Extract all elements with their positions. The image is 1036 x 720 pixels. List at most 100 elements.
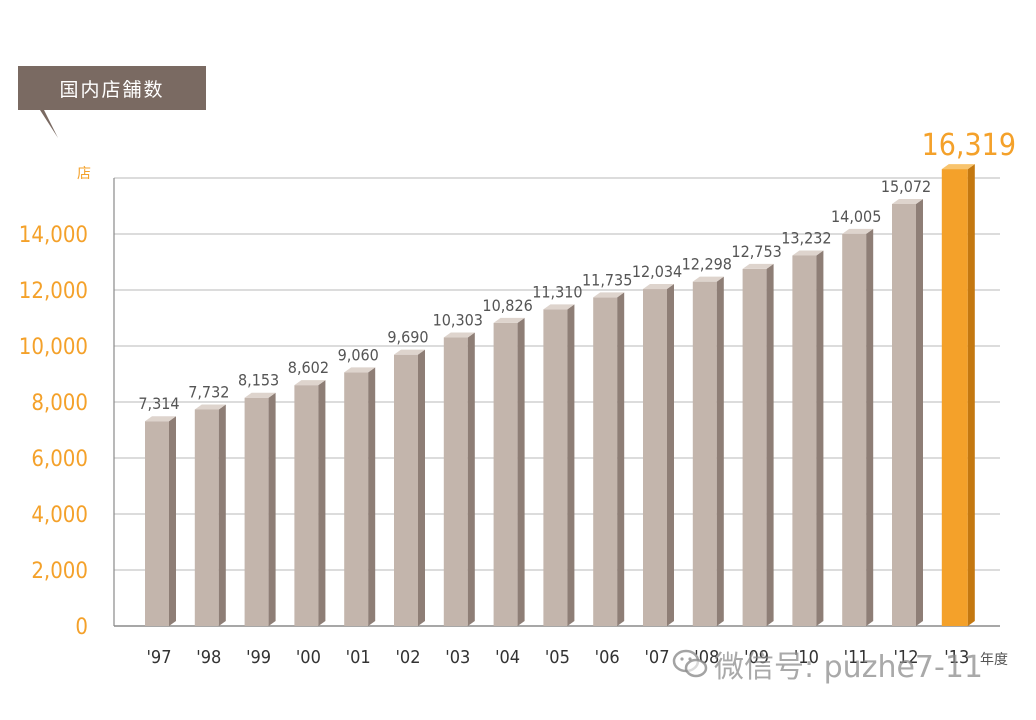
bar-top <box>294 380 326 386</box>
y-tick-label: 10,000 <box>19 335 88 360</box>
x-tick-label: '97 <box>146 647 171 668</box>
bar-front <box>742 268 767 626</box>
value-label: 12,034 <box>632 262 682 281</box>
value-label: 8,153 <box>238 371 279 390</box>
y-tick-label: 6,000 <box>31 447 88 472</box>
bar-front <box>443 337 468 626</box>
bar-top <box>892 198 923 204</box>
value-label: 9,690 <box>387 328 428 347</box>
bar-side <box>268 392 276 626</box>
bar-front <box>294 385 319 626</box>
watermark: 微信号: puzhe7-11 <box>672 642 983 686</box>
value-label: 10,303 <box>433 311 483 330</box>
bar <box>742 263 774 626</box>
watermark-text: 微信号: puzhe7-11 <box>714 650 984 685</box>
bar-front <box>892 203 916 626</box>
bar <box>145 416 176 626</box>
x-tick-label: '06 <box>595 647 620 668</box>
x-tick-labels: '97'98'99'00'01'02'03'04'05'06'07'08'09 '… <box>146 647 969 668</box>
bar <box>792 250 824 626</box>
bar-top <box>742 263 774 269</box>
bar-top <box>394 349 425 355</box>
bar <box>941 164 975 626</box>
bar <box>892 198 923 626</box>
x-tick-label: '12 <box>893 647 918 668</box>
bar-top <box>244 392 276 398</box>
bar <box>692 276 724 626</box>
bar-top <box>543 304 575 310</box>
y-tick-label: 14,000 <box>19 223 88 248</box>
bar <box>244 392 276 626</box>
value-label: 11,310 <box>532 282 582 301</box>
bar-front <box>244 397 269 626</box>
value-label: 10,826 <box>482 296 532 315</box>
bar-side <box>816 250 824 626</box>
y-tick-label: 4,000 <box>31 503 88 528</box>
y-tick-labels: 0 2,000 4,000 6,000 8,000 10,000 12,000 14,000 <box>19 223 88 640</box>
value-labels: 7,314 7,732 8,153 8,602 9,060 9,690 10,30310,8… <box>138 128 1016 413</box>
bar-top <box>643 284 674 290</box>
bar-front <box>643 289 667 626</box>
bar-front <box>493 322 518 626</box>
value-label: 7,732 <box>188 383 229 402</box>
bar <box>543 304 575 626</box>
bar-front <box>692 281 717 626</box>
highlight-value-label: 16,319 <box>922 128 1016 163</box>
bar-side <box>567 304 575 626</box>
bar-side <box>169 416 176 626</box>
bar-front <box>194 409 219 626</box>
bar-side <box>517 317 525 626</box>
bar-side <box>716 276 724 626</box>
bar-front <box>941 169 968 626</box>
value-label: 8,602 <box>288 358 329 377</box>
bar-top <box>593 292 625 298</box>
bar-side <box>916 198 923 626</box>
bar <box>493 317 525 626</box>
bars <box>145 164 975 627</box>
x-tick-label: '13 <box>944 647 969 668</box>
bar-top <box>842 228 874 234</box>
bar-top <box>692 276 724 282</box>
bar-top <box>493 317 525 323</box>
bar-top <box>145 416 176 422</box>
wechat-icon <box>672 649 708 678</box>
value-label: 15,072 <box>881 177 931 196</box>
bar-side <box>866 228 874 627</box>
x-tick-label: '04 <box>495 647 520 668</box>
bar <box>194 404 226 626</box>
y-tick-label: 8,000 <box>31 391 88 416</box>
bar-top <box>194 404 226 410</box>
title-banner-shape <box>18 66 206 138</box>
value-label: 9,060 <box>338 345 379 364</box>
value-label: 12,753 <box>731 242 781 261</box>
y-tick-label: 0 <box>75 615 88 640</box>
bar-side <box>617 292 625 626</box>
bar <box>344 367 376 626</box>
x-tick-label: '05 <box>545 647 570 668</box>
bar-side <box>467 332 475 626</box>
bar <box>643 284 674 626</box>
y-axis-unit-label: 店 <box>77 166 91 182</box>
x-tick-label: '02 <box>395 647 420 668</box>
bar <box>443 332 475 626</box>
value-label: 12,298 <box>682 255 732 274</box>
x-tick-label: '00 <box>296 647 321 668</box>
bar <box>394 349 425 626</box>
bar-top <box>344 367 376 373</box>
chart-title: 国内店舗数 <box>59 79 164 101</box>
bar-side <box>218 404 226 626</box>
value-label: 14,005 <box>831 207 881 226</box>
bar-front <box>145 421 169 626</box>
bar-front <box>593 297 618 626</box>
bar-side <box>766 263 774 626</box>
bar-front <box>792 255 817 626</box>
x-axis-unit-label: 年度 <box>980 652 1008 668</box>
bar-front <box>543 309 568 626</box>
value-label: 13,232 <box>781 229 831 248</box>
bar-side <box>967 164 975 626</box>
x-tick-label: '98 <box>196 647 221 668</box>
bar-top <box>443 332 475 338</box>
x-tick-label: '99 <box>246 647 271 668</box>
value-label: 7,314 <box>138 394 179 413</box>
